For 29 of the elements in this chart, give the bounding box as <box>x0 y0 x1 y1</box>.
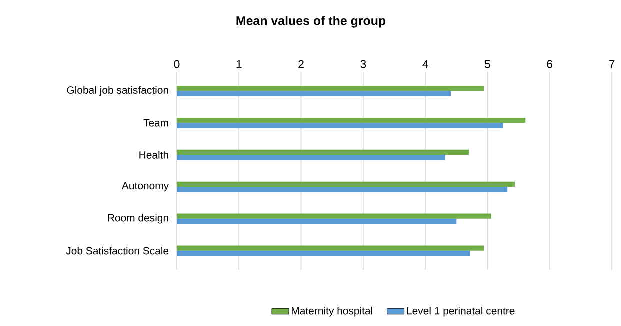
y-tick-label: Job Satisfaction Scale <box>66 247 169 255</box>
x-tick-label: 3 <box>360 60 366 68</box>
legend-label: Maternity hospital <box>292 307 372 317</box>
bar <box>177 123 504 128</box>
x-tick-label: 0 <box>174 60 180 68</box>
x-tick-label: 1 <box>236 60 242 68</box>
bar <box>177 155 446 160</box>
bar <box>177 218 457 224</box>
bar <box>177 214 492 219</box>
legend-label: Level 1 perinatal centre <box>407 307 515 317</box>
y-tick-label: Health <box>140 151 168 159</box>
x-tick-label: 6 <box>547 60 553 68</box>
y-tick-label: Team <box>144 119 168 127</box>
y-tick-label: Global job satisfaction <box>67 86 168 96</box>
bar <box>177 91 452 96</box>
y-tick-label: Room design <box>108 214 168 224</box>
bar <box>177 250 470 256</box>
x-tick-label: 4 <box>422 60 428 68</box>
bar <box>177 186 508 192</box>
x-tick-label: 7 <box>609 60 615 68</box>
x-tick-label: 5 <box>484 60 490 68</box>
bar <box>177 246 484 251</box>
bar <box>177 118 526 124</box>
bar <box>177 86 484 92</box>
y-tick-label: Autonomy <box>122 182 170 192</box>
bar <box>177 150 470 156</box>
x-tick-label: 2 <box>298 60 304 68</box>
bar <box>177 182 516 187</box>
chart-title: Mean values of the group <box>236 16 386 28</box>
